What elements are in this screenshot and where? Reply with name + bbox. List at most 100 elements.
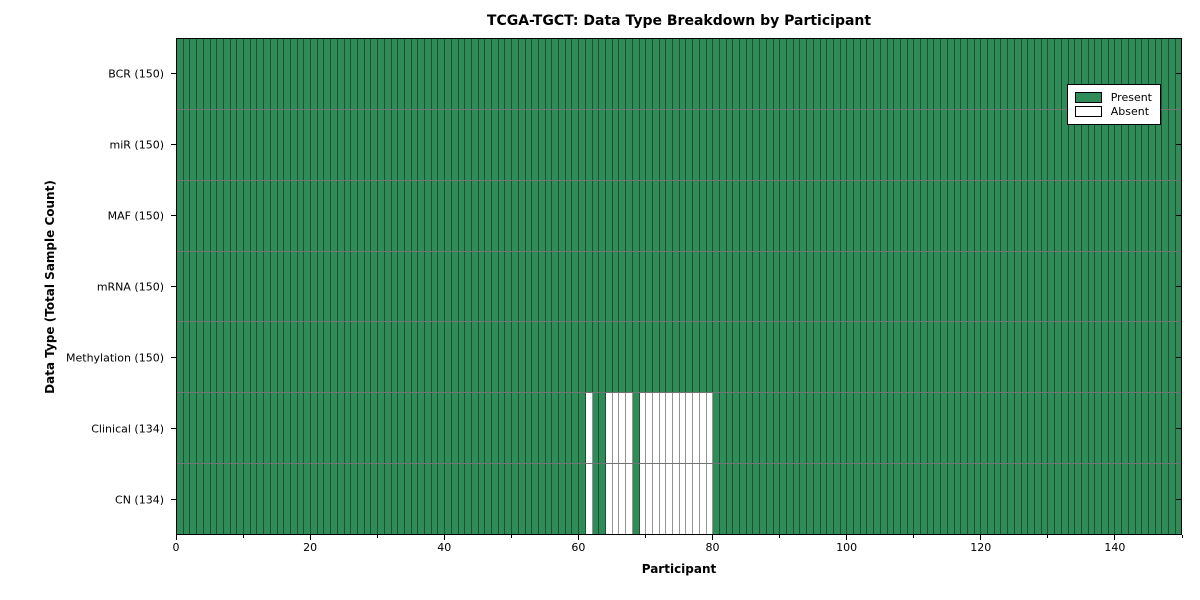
cell [793, 322, 801, 393]
cell [967, 393, 975, 464]
cell [565, 464, 573, 535]
cell [706, 464, 714, 535]
cell [418, 393, 426, 464]
cell [351, 464, 358, 535]
cell [498, 39, 506, 109]
cell [425, 393, 432, 464]
cell [961, 464, 968, 535]
cell [1081, 322, 1089, 393]
cell [880, 39, 888, 109]
cell [934, 180, 942, 251]
cell [740, 393, 747, 464]
cell [364, 109, 372, 180]
cell [1055, 393, 1062, 464]
cell [311, 109, 318, 180]
cell [726, 393, 734, 464]
x-minor-tick [242, 535, 244, 538]
cell [941, 251, 948, 322]
cell [297, 322, 305, 393]
cell [793, 109, 801, 180]
cell [827, 180, 834, 251]
cell [967, 39, 975, 109]
cell [988, 251, 995, 322]
cell [532, 180, 539, 251]
cell [1115, 109, 1123, 180]
cell [304, 180, 312, 251]
cell [766, 322, 774, 393]
cell [867, 39, 875, 109]
cell [1055, 464, 1062, 535]
cell [1028, 393, 1035, 464]
cell [384, 251, 392, 322]
cell [954, 109, 962, 180]
cell [398, 39, 405, 109]
cell [847, 393, 855, 464]
cell [1055, 251, 1062, 322]
cell [947, 180, 955, 251]
cell [981, 393, 989, 464]
cell [512, 109, 519, 180]
cell [425, 464, 432, 535]
cell [210, 251, 218, 322]
cell [1155, 39, 1163, 109]
cell [203, 180, 211, 251]
cell [471, 393, 479, 464]
cell [606, 39, 613, 109]
cell [498, 180, 506, 251]
cell [1088, 251, 1096, 322]
cell [967, 180, 975, 251]
cell [411, 180, 419, 251]
cell [411, 464, 419, 535]
cell [786, 251, 794, 322]
cell [827, 251, 834, 322]
cell [686, 464, 694, 535]
cell [1088, 180, 1096, 251]
cell [1068, 39, 1076, 109]
cell [679, 180, 687, 251]
cell [947, 322, 955, 393]
cell [270, 393, 278, 464]
cell [1122, 393, 1129, 464]
cell [183, 109, 191, 180]
cell [639, 393, 647, 464]
cell [538, 464, 546, 535]
cell [337, 251, 345, 322]
cell [538, 109, 546, 180]
cell [947, 109, 955, 180]
cell [914, 39, 922, 109]
cell [1128, 109, 1136, 180]
cell [766, 180, 774, 251]
cell [927, 393, 935, 464]
cell [780, 464, 787, 535]
cell [1055, 322, 1062, 393]
cell [840, 39, 848, 109]
cell [304, 464, 312, 535]
cell [210, 393, 218, 464]
cell [860, 109, 868, 180]
cell [599, 180, 606, 251]
cell [1102, 39, 1109, 109]
cell [981, 464, 989, 535]
cell [793, 464, 801, 535]
cell [673, 393, 680, 464]
cell [217, 464, 224, 535]
cell [257, 39, 265, 109]
cell [860, 322, 868, 393]
cell [1128, 464, 1136, 535]
cell [250, 464, 258, 535]
cell [418, 464, 426, 535]
cell [941, 393, 948, 464]
cell [947, 393, 955, 464]
cell [1102, 322, 1109, 393]
cell [197, 393, 204, 464]
cell [378, 180, 385, 251]
cell [1021, 251, 1029, 322]
cell [900, 393, 908, 464]
cell [1088, 393, 1096, 464]
cell [639, 39, 647, 109]
cell [230, 251, 238, 322]
cell [498, 393, 506, 464]
x-minor-tick [779, 535, 781, 538]
cell [988, 322, 995, 393]
cell [639, 109, 647, 180]
